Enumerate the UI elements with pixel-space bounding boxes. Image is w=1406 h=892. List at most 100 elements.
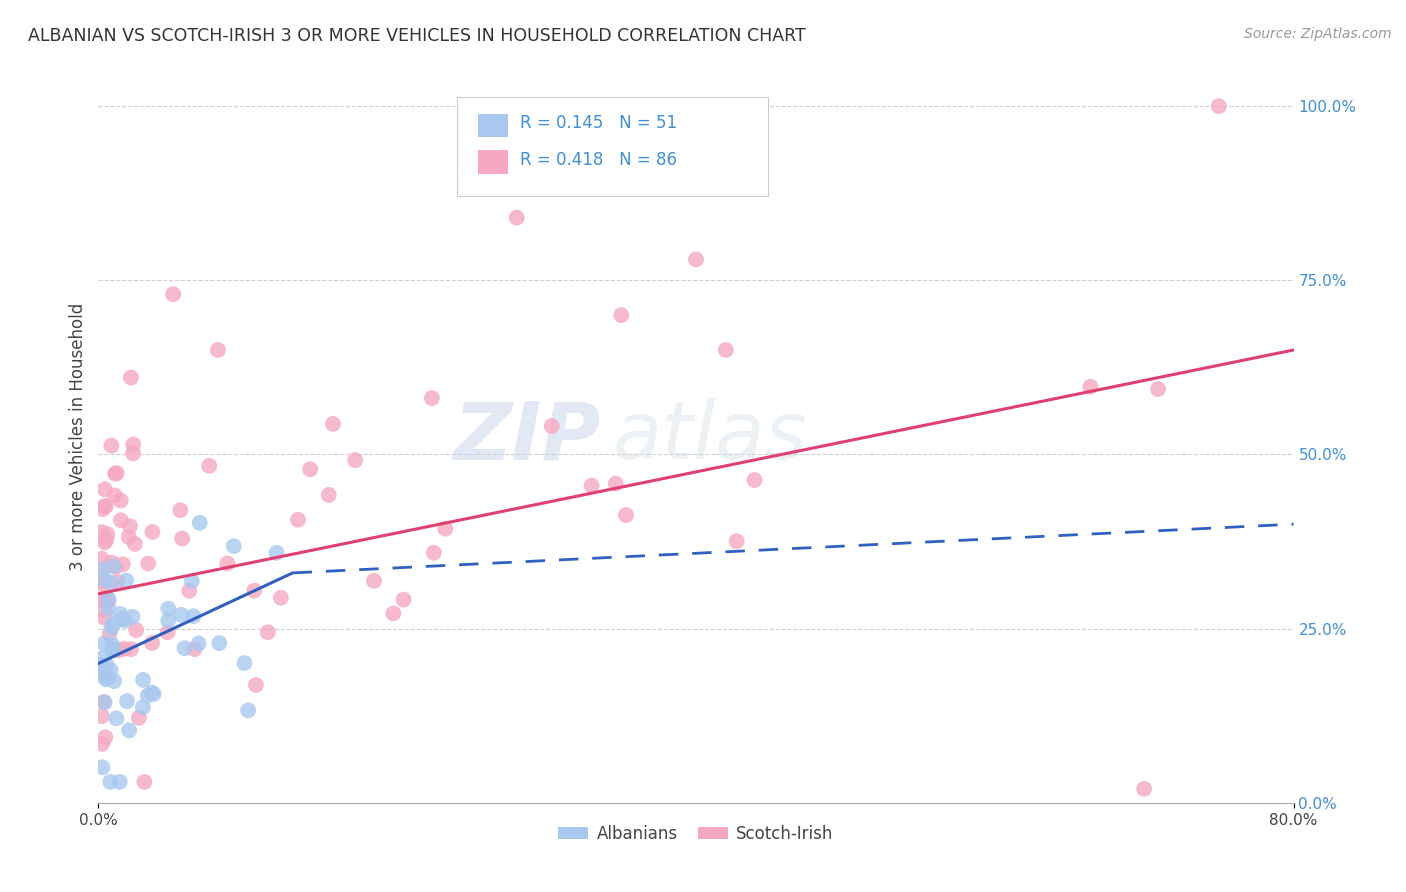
Point: [103, 559, 125, 574]
Point: [605, 476, 627, 491]
Point: [744, 473, 766, 487]
Point: [110, 513, 132, 527]
Point: [434, 522, 457, 536]
Point: [101, 638, 124, 652]
Point: [111, 558, 134, 572]
Point: [423, 546, 446, 560]
Point: [173, 641, 195, 656]
Legend: Albanians, Scotch-Irish: Albanians, Scotch-Irish: [551, 818, 841, 849]
Point: [233, 656, 256, 670]
Point: [157, 601, 180, 615]
Point: [96, 658, 118, 673]
Point: [93, 574, 115, 588]
Point: [287, 513, 309, 527]
Point: [97, 594, 120, 608]
Point: [91, 577, 114, 591]
Point: [208, 636, 231, 650]
FancyBboxPatch shape: [457, 97, 768, 195]
Point: [90, 660, 112, 674]
Point: [322, 417, 344, 431]
Point: [104, 488, 127, 502]
Point: [118, 723, 141, 738]
Point: [97, 592, 120, 607]
Point: [188, 516, 211, 530]
Point: [142, 687, 165, 701]
Point: [104, 467, 127, 481]
Point: [101, 641, 124, 656]
Point: [172, 532, 194, 546]
Point: [581, 478, 603, 492]
Point: [217, 557, 239, 571]
Point: [91, 760, 114, 774]
Point: [90, 651, 112, 665]
Point: [134, 775, 156, 789]
Point: [169, 503, 191, 517]
Point: [382, 607, 405, 621]
Point: [540, 419, 562, 434]
Point: [107, 574, 129, 589]
Point: [120, 370, 142, 384]
Point: [506, 211, 529, 225]
Point: [122, 446, 145, 460]
Point: [132, 673, 155, 687]
Point: [94, 670, 117, 684]
Point: [183, 609, 205, 624]
Point: [236, 703, 259, 717]
Point: [93, 611, 115, 625]
Point: [91, 502, 114, 516]
Text: R = 0.145   N = 51: R = 0.145 N = 51: [520, 114, 678, 132]
Point: [270, 591, 292, 605]
Point: [107, 643, 129, 657]
Point: [105, 467, 128, 481]
Point: [103, 674, 125, 689]
Point: [207, 343, 229, 357]
Point: [243, 583, 266, 598]
Point: [96, 671, 118, 685]
Text: Source: ZipAtlas.com: Source: ZipAtlas.com: [1244, 27, 1392, 41]
Point: [110, 607, 132, 621]
Point: [93, 500, 115, 514]
Point: [256, 625, 278, 640]
Point: [157, 614, 180, 628]
Point: [105, 711, 128, 725]
Text: ALBANIAN VS SCOTCH-IRISH 3 OR MORE VEHICLES IN HOUSEHOLD CORRELATION CHART: ALBANIAN VS SCOTCH-IRISH 3 OR MORE VEHIC…: [28, 27, 806, 45]
Point: [610, 308, 633, 322]
FancyBboxPatch shape: [478, 114, 509, 137]
Point: [124, 537, 146, 551]
Point: [725, 534, 748, 549]
Point: [100, 621, 122, 635]
Point: [91, 565, 114, 579]
Point: [104, 560, 127, 574]
Point: [90, 709, 112, 723]
Point: [344, 453, 367, 467]
Point: [93, 535, 115, 549]
Point: [136, 557, 159, 571]
Point: [96, 591, 118, 606]
Point: [90, 551, 112, 566]
Point: [120, 642, 142, 657]
Text: atlas: atlas: [613, 398, 807, 476]
Point: [111, 612, 134, 626]
Point: [121, 610, 143, 624]
Point: [187, 636, 209, 650]
Point: [318, 488, 340, 502]
Point: [89, 657, 111, 672]
Point: [96, 527, 118, 541]
Point: [132, 700, 155, 714]
Point: [110, 493, 132, 508]
Point: [614, 508, 637, 523]
Point: [94, 672, 117, 686]
Point: [94, 533, 117, 547]
Point: [118, 530, 141, 544]
Point: [94, 731, 117, 745]
Point: [94, 499, 117, 513]
Point: [180, 574, 202, 588]
Point: [98, 627, 121, 641]
Point: [222, 539, 245, 553]
Point: [1133, 781, 1156, 796]
Point: [97, 601, 120, 615]
Point: [93, 602, 115, 616]
Point: [198, 458, 221, 473]
Point: [125, 623, 148, 637]
Point: [183, 642, 205, 657]
